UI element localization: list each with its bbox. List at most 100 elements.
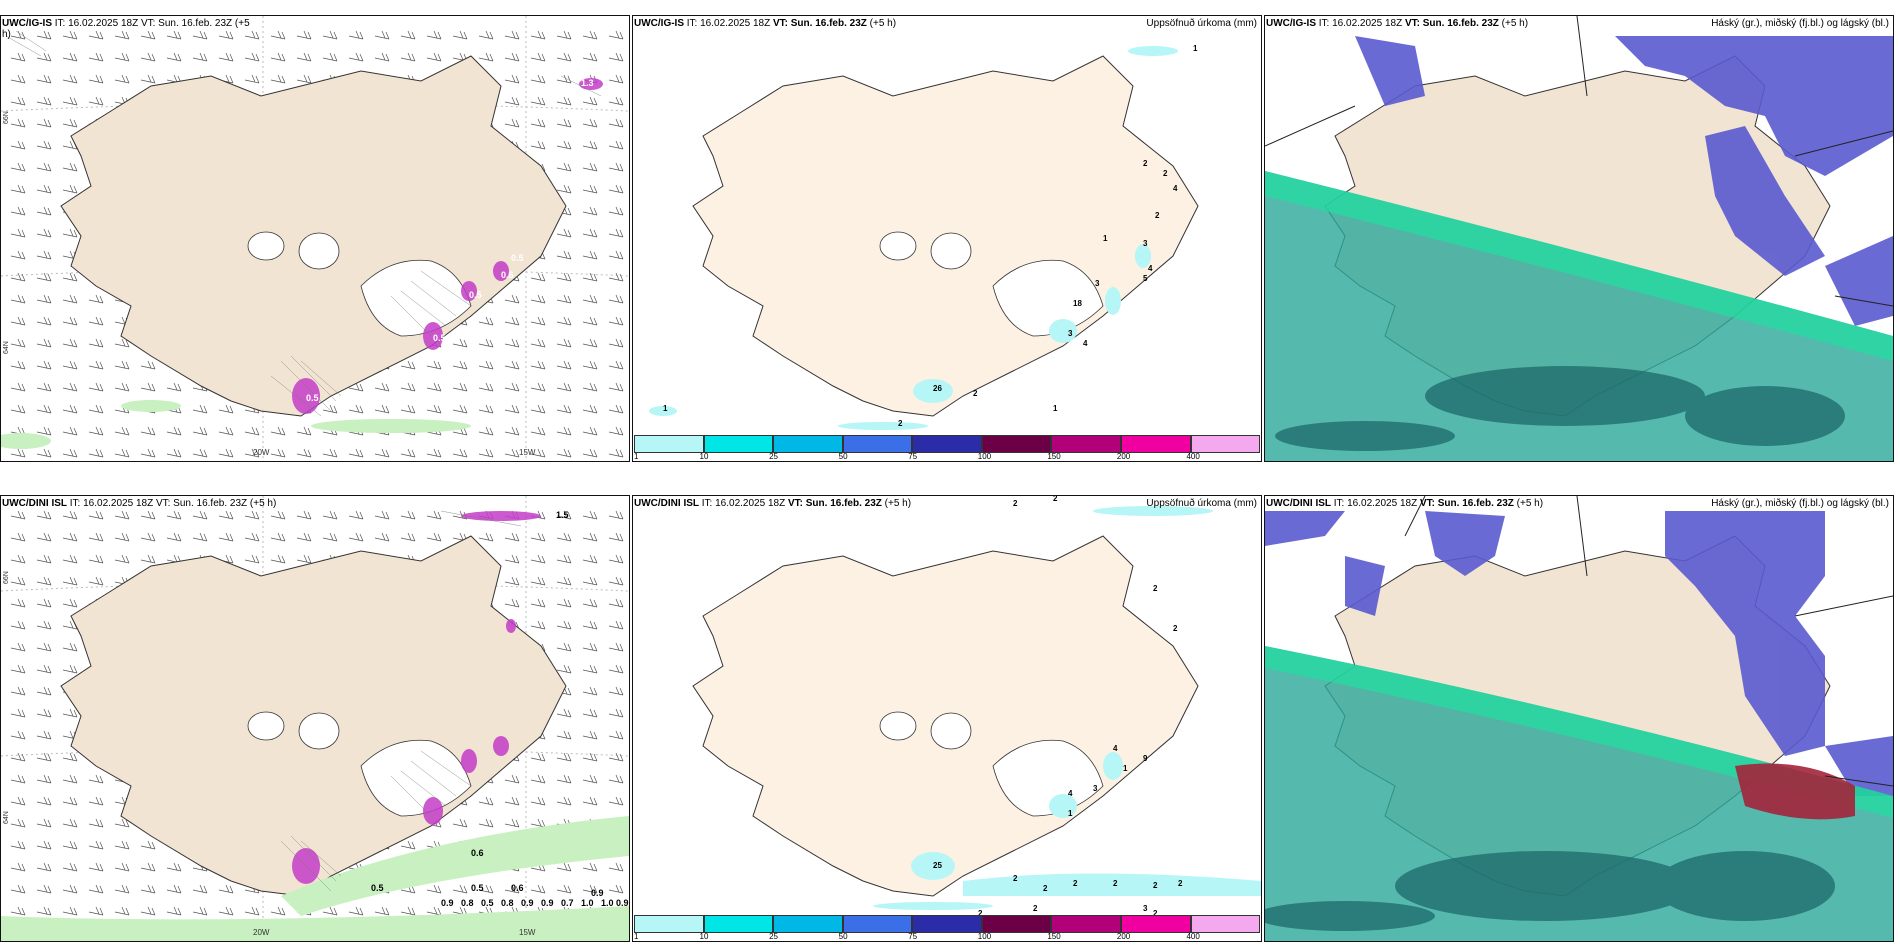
wind-barb	[322, 30, 338, 40]
wind-barb	[556, 250, 572, 260]
wind-barb	[608, 206, 624, 216]
wind-barb	[504, 884, 520, 894]
wind-barb	[62, 360, 78, 370]
wind-barb	[556, 360, 572, 370]
wind-barb	[608, 96, 624, 106]
wind-barb	[10, 228, 26, 238]
legend-swatch	[1190, 915, 1261, 933]
wind-barb	[556, 118, 572, 128]
precip-value-label: 26	[933, 384, 942, 393]
wind-barb	[88, 510, 104, 520]
wind-barb	[478, 30, 494, 40]
wind-barb	[608, 554, 624, 564]
wind-barb	[10, 906, 26, 916]
wind-barb	[270, 510, 286, 520]
wind-barb	[530, 576, 546, 586]
wind-barb	[348, 52, 364, 62]
wind-barb	[62, 664, 78, 674]
wind-barb	[608, 796, 624, 806]
wind-barb	[36, 620, 52, 630]
legend-tick-label: 75	[908, 452, 918, 461]
wind-barb	[88, 294, 104, 304]
legend-tick-label: 50	[838, 452, 848, 461]
wind-map-bottom: 1.5 0.5 0.5 0.6 0.6 0.9 0.8 0.5 0.8 0.9 0.9 0.7 1.0 1…	[1, 496, 629, 941]
wind-barb	[296, 30, 312, 40]
wind-barb	[556, 796, 572, 806]
wind-barb	[88, 52, 104, 62]
wind-barb	[140, 532, 156, 542]
lon-label: 20W	[253, 928, 270, 937]
wind-barb	[478, 532, 494, 542]
wind-barb	[426, 510, 442, 520]
wind-barb	[88, 426, 104, 436]
wind-barb	[582, 576, 598, 586]
precip-value-label: 3	[1068, 329, 1073, 338]
wind-barb	[582, 532, 598, 542]
precip-legend-ticks-bottom: 1 10 25 50 75 100 150 200 400	[634, 932, 1260, 941]
wind-barb	[10, 884, 26, 894]
wind-barb	[608, 752, 624, 762]
wind-barb	[88, 774, 104, 784]
legend-swatch	[912, 915, 982, 933]
legend-tick-label: 150	[1047, 932, 1061, 941]
precip-value-label: 2	[1163, 169, 1168, 178]
wind-barb	[582, 730, 598, 740]
wind-barb	[192, 906, 208, 916]
wind-barb	[62, 752, 78, 762]
wind-barb	[10, 140, 26, 150]
wind-barb	[10, 510, 26, 520]
wind-barb	[62, 382, 78, 392]
wind-barb	[504, 448, 520, 458]
precip-legend-bottom	[634, 915, 1261, 933]
wind-barb	[140, 426, 156, 436]
wind-barb	[452, 448, 468, 458]
wind-barb	[244, 52, 260, 62]
wind-barb	[478, 338, 494, 348]
precip-value-label: 2	[1033, 904, 1038, 913]
wind-barb	[10, 184, 26, 194]
wind-barb	[218, 30, 234, 40]
wind-barb	[504, 96, 520, 106]
wind-barb	[36, 862, 52, 872]
wind-barb	[556, 404, 572, 414]
wind-barb	[166, 448, 182, 458]
wind-barb	[530, 774, 546, 784]
wind-barb	[62, 862, 78, 872]
wind-barb	[62, 708, 78, 718]
wind-barb	[478, 360, 494, 370]
wind-barb	[452, 818, 468, 828]
wind-barb	[478, 448, 494, 458]
wind-barb	[608, 730, 624, 740]
wind-barb	[10, 796, 26, 806]
wind-barb	[582, 510, 598, 520]
wind-barb	[374, 532, 390, 542]
cloud-title-bottom: Háský (gr.), miðský (fj.bl.) og lágský (…	[1711, 498, 1889, 509]
legend-swatch	[703, 435, 774, 453]
wind-barb	[36, 510, 52, 520]
wind-value-label: 0.5	[469, 290, 482, 300]
wind-barb	[374, 52, 390, 62]
wind-barb	[36, 774, 52, 784]
wind-barb	[36, 576, 52, 586]
wind-barb	[608, 884, 624, 894]
precip-value-label: 1	[1193, 44, 1198, 53]
precip-value-label: 2	[1153, 584, 1158, 593]
wind-barb	[374, 382, 390, 392]
wind-barb	[530, 426, 546, 436]
wind-value-label: 1.0	[601, 898, 614, 908]
legend-tick-label: 200	[1116, 932, 1131, 941]
wind-barb	[10, 862, 26, 872]
wind-barb	[322, 510, 338, 520]
wind-barb	[62, 96, 78, 106]
wind-barb	[400, 840, 416, 850]
precip-value-label: 2	[1053, 496, 1058, 503]
wind-barb	[10, 404, 26, 414]
wind-barb	[426, 404, 442, 414]
wind-barb	[452, 338, 468, 348]
precip-value-label: 2	[1113, 879, 1118, 888]
legend-tick-label: 75	[908, 932, 918, 941]
wind-barb	[608, 316, 624, 326]
wind-barb	[348, 448, 364, 458]
legend-tick-label: 10	[699, 932, 709, 941]
wind-barb	[10, 774, 26, 784]
